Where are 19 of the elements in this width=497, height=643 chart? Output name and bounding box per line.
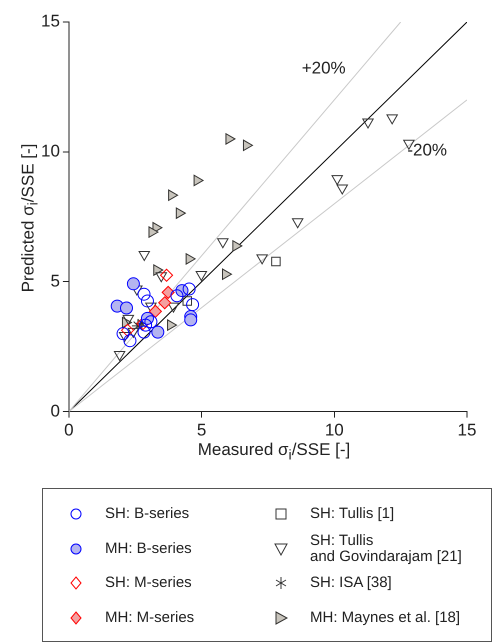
x-tick-label: 15 — [458, 420, 476, 440]
y-tick-label: 0 — [50, 401, 60, 420]
x-tick-label: 0 — [64, 420, 74, 440]
legend-label: MH: B-series — [105, 540, 192, 557]
x-axis-title: Measured σ$_{i}$/SSE [-] — [196, 440, 352, 464]
legend-label: SH: Tullis and Govindarajam [21] — [310, 532, 462, 565]
annotation: -20% — [407, 140, 448, 160]
legend-label: SH: ISA [38] — [310, 574, 392, 592]
annotation: +20% — [302, 58, 346, 78]
x-tick-label: 10 — [324, 420, 344, 440]
legend-label: MH: Maynes et al. [18] — [310, 608, 460, 626]
y-tick-label: 10 — [40, 142, 60, 161]
y-tick-label: 15 — [40, 12, 60, 31]
y-tick-label: 5 — [50, 271, 60, 290]
legend-label: SH: B-series — [105, 505, 190, 522]
legend-label: MH: M-series — [105, 608, 194, 626]
legend-label: SH: Tullis [1] — [310, 505, 394, 522]
legend-label: SH: M-series — [105, 574, 192, 592]
x-tick-label: 5 — [196, 420, 206, 440]
